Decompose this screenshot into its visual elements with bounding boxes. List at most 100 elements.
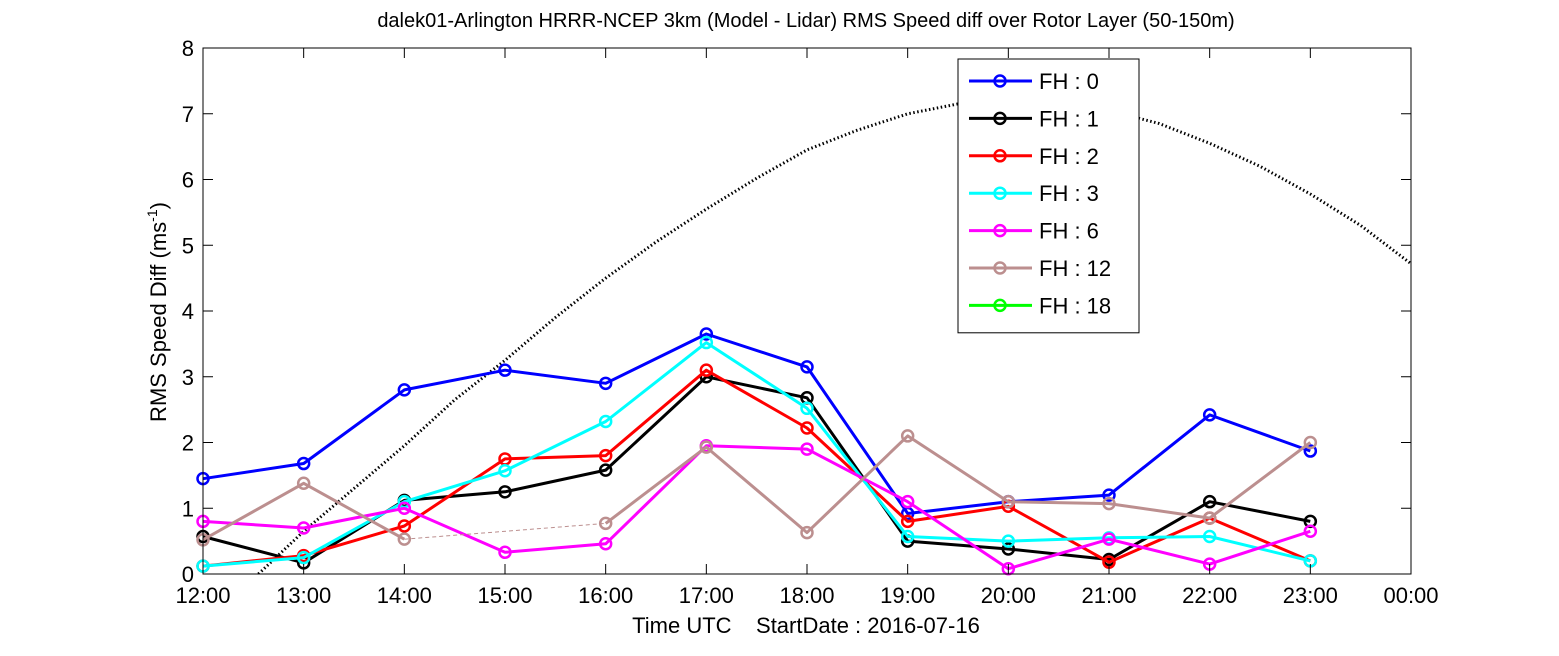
- data-point: [900, 494, 915, 509]
- data-point: [598, 448, 613, 463]
- x-tick-label: 19:00: [880, 583, 935, 608]
- x-tick-label: 23:00: [1283, 583, 1338, 608]
- data-point: [498, 464, 512, 478]
- data-point: [900, 529, 915, 544]
- y-tick-label: 1: [182, 496, 194, 521]
- legend-marker: [993, 186, 1007, 200]
- data-point: [397, 383, 412, 397]
- data-point: [397, 519, 412, 533]
- plot-background: [203, 48, 1411, 574]
- data-point: [800, 401, 814, 416]
- legend: FH : 0 FH : 1 FH : 2 FH : 3 FH : 6 FH : 12 FH …: [957, 58, 1140, 334]
- x-tick-label: 21:00: [1081, 583, 1136, 608]
- y-tick-label: 2: [182, 431, 194, 456]
- x-tick-label: 22:00: [1182, 583, 1237, 608]
- legend-box: [957, 58, 1140, 334]
- legend-label: FH : 1: [1039, 106, 1099, 131]
- x-tick-label: 12:00: [175, 583, 230, 608]
- data-point: [699, 440, 714, 454]
- y-axis-label: RMS Speed Diff (ms-1): [144, 202, 171, 422]
- reference-curve: [257, 99, 1411, 574]
- series-line: [202, 444, 1311, 571]
- x-tick-label: 16:00: [578, 583, 633, 608]
- data-point: [800, 525, 814, 540]
- legend-marker: [993, 149, 1007, 163]
- plot-area: [203, 48, 1411, 574]
- y-axis-label-main: RMS Speed Diff (ms: [146, 222, 171, 422]
- y-tick-label: 4: [182, 299, 194, 324]
- legend-marker: [993, 111, 1007, 126]
- data-point: [1202, 511, 1217, 525]
- series-layer: [196, 327, 1318, 576]
- legend-marker: [993, 261, 1007, 275]
- data-point: [598, 414, 613, 429]
- data-point: [598, 516, 613, 531]
- data-point: [1001, 494, 1016, 509]
- data-point: [1202, 494, 1217, 509]
- data-point: [296, 521, 311, 535]
- data-point: [800, 360, 814, 374]
- data-point: [296, 550, 311, 565]
- data-point: [598, 463, 613, 477]
- data-point: [1102, 532, 1116, 546]
- x-tick-labels: 12:00 13:00 14:00 15:00 16:00 17:00 18:00 19:00…: [175, 583, 1438, 608]
- x-tick-label: 00:00: [1383, 583, 1438, 608]
- y-axis-label-superscript: -1: [144, 209, 160, 222]
- data-point: [800, 421, 814, 435]
- legend-entry: FH : 12: [969, 256, 1111, 281]
- data-point: [1202, 529, 1217, 544]
- data-point: [598, 376, 613, 391]
- data-point: [1102, 488, 1116, 502]
- data-point: [1001, 542, 1016, 556]
- series-line: [202, 332, 1311, 515]
- x-tick-label: 17:00: [679, 583, 734, 608]
- legend-marker: [993, 74, 1007, 88]
- y-tick-label: 0: [182, 562, 194, 587]
- chart-title: dalek01-Arlington HRRR-NCEP 3km (Model -…: [377, 10, 1234, 32]
- data-point: [1303, 524, 1318, 539]
- series-line: [604, 434, 1312, 535]
- x-tick-label: 14:00: [377, 583, 432, 608]
- legend-label: FH : 12: [1039, 256, 1111, 281]
- data-point: [1001, 534, 1016, 548]
- y-tick-labels: 0 1 2 3 4 5 6 7 8: [182, 36, 194, 587]
- y-tick-label: 3: [182, 365, 194, 390]
- series-5: [196, 429, 1318, 547]
- legend-label: FH : 0: [1039, 69, 1099, 94]
- x-tick-label: 13:00: [276, 583, 331, 608]
- y-tick-label: 5: [182, 233, 194, 258]
- series-gap-line: [404, 522, 606, 540]
- legend-entry: FH : 0: [969, 69, 1099, 94]
- legend-entry: FH : 18: [969, 293, 1111, 318]
- data-point: [598, 537, 613, 551]
- y-axis-label-end: ): [146, 202, 171, 209]
- data-point: [699, 363, 714, 377]
- legend-label: FH : 6: [1039, 219, 1099, 244]
- data-point: [296, 456, 311, 471]
- legend-label: FH : 3: [1039, 181, 1099, 206]
- legend-entry: FH : 3: [969, 181, 1099, 206]
- data-point: [498, 545, 512, 560]
- series-line: [202, 481, 406, 542]
- data-point: [699, 327, 714, 341]
- data-point: [1202, 408, 1217, 422]
- legend-entry: FH : 1: [969, 106, 1099, 131]
- x-tick-label: 18:00: [779, 583, 834, 608]
- data-point: [397, 532, 412, 546]
- legend-marker: [993, 223, 1007, 238]
- data-point: [800, 442, 814, 456]
- legend-label: FH : 2: [1039, 144, 1099, 169]
- data-point: [900, 514, 915, 529]
- data-point: [900, 429, 915, 443]
- legend-marker: [993, 298, 1007, 313]
- data-point: [498, 363, 512, 377]
- data-point: [296, 476, 311, 491]
- reference-curve-line: [257, 99, 1411, 574]
- x-tick-label: 15:00: [477, 583, 532, 608]
- y-tick-label: 8: [182, 36, 194, 61]
- legend-entry: FH : 6: [969, 219, 1099, 244]
- data-point: [1102, 496, 1116, 511]
- data-point: [699, 335, 714, 350]
- y-tick-label: 7: [182, 102, 194, 127]
